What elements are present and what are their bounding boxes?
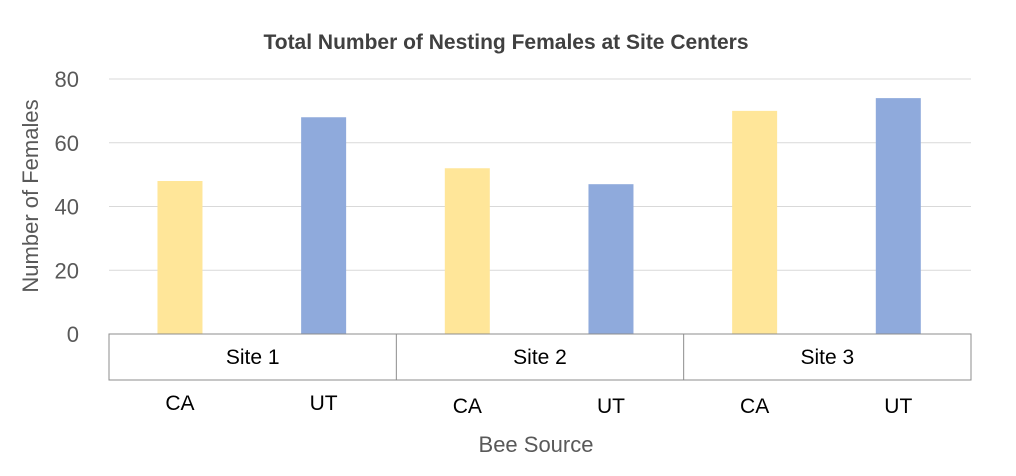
bar-ca: [444, 168, 490, 334]
bar-ut: [301, 117, 347, 334]
y-tick-label: 60: [55, 131, 79, 156]
y-tick-label: 40: [55, 195, 79, 220]
category-label: UT: [597, 395, 625, 418]
site-label: Site 2: [513, 346, 567, 369]
y-tick-label: 80: [55, 67, 79, 92]
site-box-outline: [108, 333, 972, 381]
bar-ut: [588, 184, 634, 334]
gridlines: [109, 78, 971, 335]
category-label: CA: [740, 395, 769, 418]
y-tick-label: 0: [67, 322, 79, 347]
x-axis-title: Bee Source: [479, 432, 594, 457]
y-axis-title: Number of Females: [18, 99, 43, 292]
y-axis-ticks: 0 20 40 60 80: [55, 67, 79, 347]
x-axis-labels: Site 1 CA UT Site 2 CA UT Site 3 CA UT: [165, 346, 912, 418]
bar-ca: [157, 181, 203, 334]
site-label-box: [108, 333, 972, 381]
site-label: Site 3: [800, 346, 854, 369]
category-label: UT: [884, 395, 912, 418]
chart-title: Total Number of Nesting Females at Site …: [263, 31, 748, 54]
bar-ca: [732, 110, 778, 334]
bars: [157, 98, 921, 334]
bar-ut: [875, 98, 921, 334]
category-label: CA: [165, 392, 194, 415]
y-tick-label: 20: [55, 258, 79, 283]
category-label: CA: [453, 395, 482, 418]
site-label: Site 1: [226, 346, 280, 369]
category-label: UT: [310, 392, 338, 415]
